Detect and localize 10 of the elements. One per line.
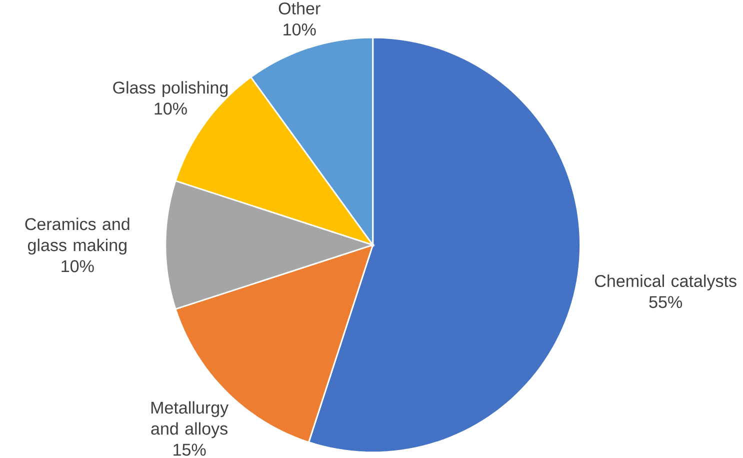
slice-label: Other bbox=[278, 2, 320, 15]
slice-label: Metallurgy and alloys bbox=[151, 401, 229, 438]
data-label: 10% bbox=[62, 260, 94, 272]
data-label: 10% bbox=[284, 24, 316, 36]
slice-label: Glass polishing bbox=[113, 81, 228, 98]
slice-label: Ceramics and glass making bbox=[25, 218, 130, 255]
data-label: 10% bbox=[154, 102, 187, 115]
data-label: 55% bbox=[649, 296, 682, 308]
data-label: 15% bbox=[174, 444, 206, 456]
slice-label: Chemical catalysts bbox=[595, 274, 736, 291]
